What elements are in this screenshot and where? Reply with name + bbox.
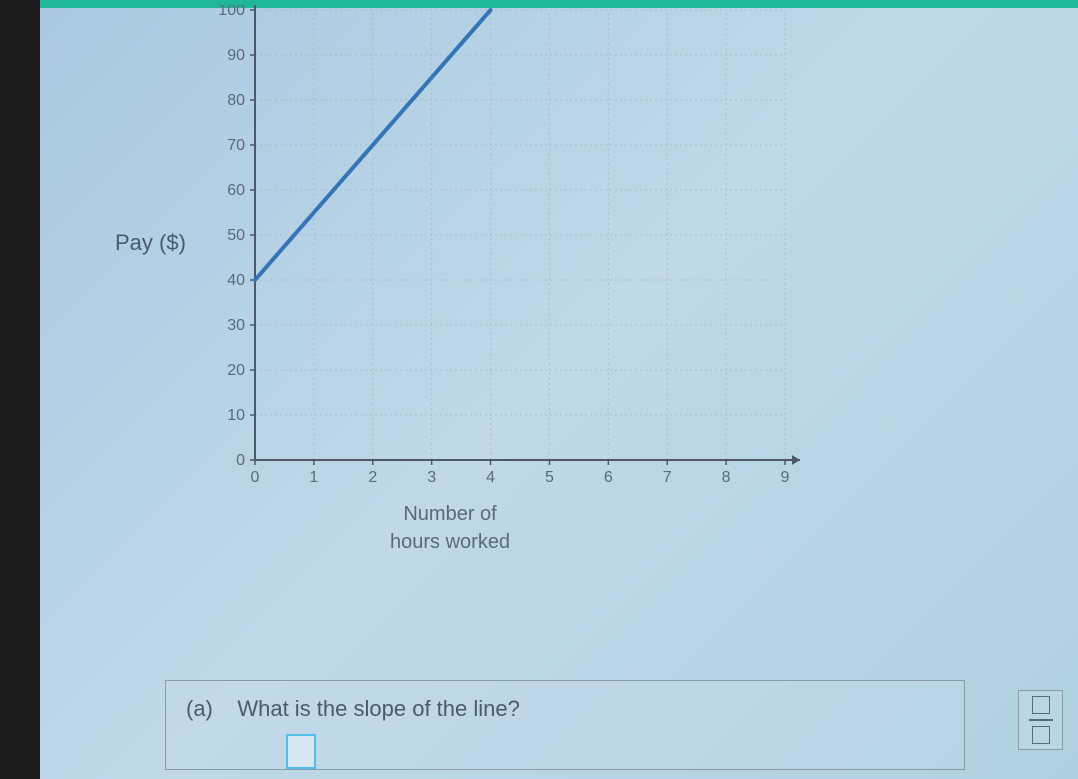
svg-text:4: 4 [486,469,495,486]
x-axis-label: Number ofhours worked [390,500,510,556]
svg-text:80: 80 [227,92,245,109]
svg-text:100: 100 [218,5,245,19]
question-box: (a) What is the slope of the line? [165,680,965,770]
svg-text:10: 10 [227,407,245,424]
svg-text:6: 6 [604,469,613,486]
svg-text:3: 3 [427,469,436,486]
question-label: (a) [186,696,213,721]
fraction-tool-button[interactable] [1018,690,1063,750]
answer-input[interactable] [286,734,316,769]
svg-text:1: 1 [309,469,318,486]
question-text: (a) What is the slope of the line? [186,696,944,722]
svg-text:5: 5 [545,469,554,486]
svg-text:8: 8 [722,469,731,486]
question-body: What is the slope of the line? [237,696,520,721]
svg-text:9: 9 [781,469,790,486]
svg-text:70: 70 [227,137,245,154]
left-dark-edge [0,0,40,779]
svg-text:2: 2 [368,469,377,486]
svg-text:40: 40 [227,272,245,289]
line-chart: 0 10 20 30 40 50 60 70 80 90 100 0 1 2 3 4 5 6 7 8 9 [200,5,840,495]
svg-text:0: 0 [236,452,245,469]
svg-text:50: 50 [227,227,245,244]
fraction-line-icon [1029,719,1053,721]
y-axis-label: Pay ($) [115,230,186,256]
svg-text:20: 20 [227,362,245,379]
fraction-numerator-icon [1032,696,1050,714]
chart-container: Pay ($) 01020304050607080901000123456789… [130,5,850,495]
svg-text:90: 90 [227,47,245,64]
svg-text:0: 0 [251,469,260,486]
fraction-denominator-icon [1032,726,1050,744]
svg-text:7: 7 [663,469,672,486]
svg-text:30: 30 [227,317,245,334]
svg-text:60: 60 [227,182,245,199]
